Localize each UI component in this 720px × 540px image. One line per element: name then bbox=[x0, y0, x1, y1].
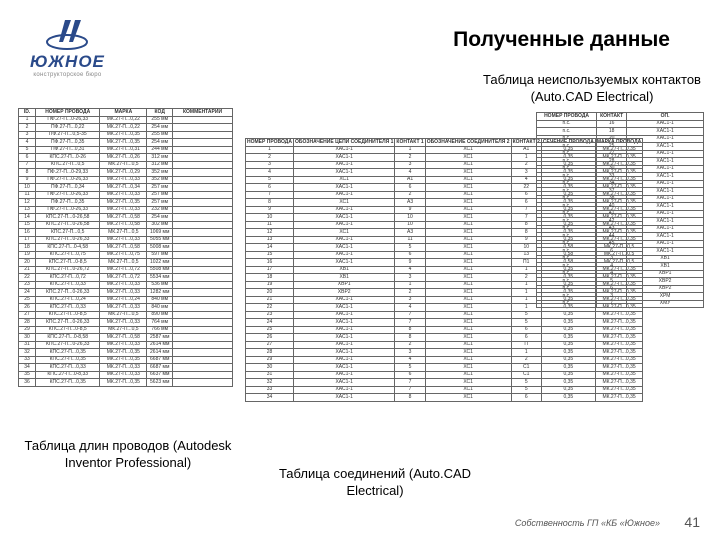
table-row: n.c.25ХАС1-1 bbox=[537, 143, 704, 151]
table-row: n.c.3ХРМ bbox=[537, 293, 704, 301]
table-row: 10ПФ.27-П...0,34МК.27-П...0,34257 мм bbox=[19, 184, 233, 192]
table-row: 15КПС.27-П...0-26,58МК.27-П...0,58302 мм bbox=[19, 221, 233, 229]
table-row: 4ПФ.27-П...0,35МК.27-П...0,35254 мм bbox=[19, 139, 233, 147]
table-row: n.c.42ХАС1-1 bbox=[537, 218, 704, 226]
caption-unused-contacts: Таблица неиспользуемых контактов (Auto.C… bbox=[482, 72, 702, 106]
table-row: n.c.34ХАС1-1 bbox=[537, 180, 704, 188]
table-row: 5ПФ.27-П...0,31МК.27-П...0,31244 мм bbox=[19, 146, 233, 154]
col-header: КОММЕНТАРИИ bbox=[173, 109, 233, 117]
table-row: n.c.44ХАС1-1 bbox=[537, 233, 704, 241]
table-row: 23ХАС1-17ХС150,35МК.27-П...0,35 bbox=[246, 311, 643, 319]
col-header: НОМЕР ПРОВОДА bbox=[537, 113, 597, 121]
table-row: 13ПФ.27-П...0-26,33МК.27-П...0,33232 мм bbox=[19, 206, 233, 214]
table-row: 16КПС.27-П...0,5МК.27-П...0,51069 мм bbox=[19, 229, 233, 237]
table-row: n.c.7ХМУ bbox=[537, 300, 704, 308]
caption-wire-lengths: Таблица длин проводов (Autodesk Inventor… bbox=[18, 438, 238, 472]
table-row: 2ПФ.27-П...0,22МК.27-П...0,22254 мм bbox=[19, 124, 233, 132]
company-logo: ЮЖНОЕ конструкторское бюро bbox=[30, 14, 105, 78]
col-header: КОД bbox=[147, 109, 173, 117]
table-row: 19КПС.27-П...0,75МК.27-П...0,75597 мм bbox=[19, 251, 233, 259]
table-row: 24ХАС1-17ХС150,35МК.27-П...0,35 bbox=[246, 319, 643, 327]
col-header: НОМЕР ПРОВОДА bbox=[36, 109, 100, 117]
table-row: n.c.38ХАС1-1 bbox=[537, 195, 704, 203]
table-row: 18КПС.27-П...0-4,58МК.27-П...0,585008 мм bbox=[19, 244, 233, 252]
caption-connections: Таблица соединений (Auto.CAD Electrical) bbox=[275, 466, 475, 500]
table-row: n.c.33ХАС1-1 bbox=[537, 173, 704, 181]
table-row: 33ХАС1-17ХС150,35МК.27-П...0,35 bbox=[246, 386, 643, 394]
table-row: 34ХАС1-18ХС160,35МК.27-П...0,35 bbox=[246, 394, 643, 402]
table-row: 21КПС.27-П...0-26,72МК.27-П...0,725508 м… bbox=[19, 266, 233, 274]
logo-text: ЮЖНОЕ bbox=[30, 52, 105, 72]
table-row: 12ПФ.27-П...0,35МК.27-П...0,35257 мм bbox=[19, 199, 233, 207]
table-row: n.c.27ХАС1-1 bbox=[537, 150, 704, 158]
table-row: 25КПС.27-П...0,24МК.27-П...0,24840 мм bbox=[19, 296, 233, 304]
table-row: 3ПФ.27-П...0,5-35МК.27-П...0,35255 мм bbox=[19, 131, 233, 139]
table-row: n.c.18ХАС1-1 bbox=[537, 128, 704, 136]
logo-mark bbox=[43, 14, 91, 50]
table-row: n.c.4ХВР1 bbox=[537, 270, 704, 278]
table-row: 33КПС.27-П...0,35МК.27-П...0,356687 мм bbox=[19, 356, 233, 364]
table-row: n.c.16ХАС1-1 bbox=[537, 120, 704, 128]
table-row: 32ХАС1-17ХС150,35МК.27-П...0,35 bbox=[246, 379, 643, 387]
table-row: 22КПС.27-П...0,72МК.27-П...0,725534 мм bbox=[19, 274, 233, 282]
table-row: 28ХАС1-13ХС110,35МК.27-П...0,35 bbox=[246, 349, 643, 357]
table-row: 20КПС.27-П...0-8,5МК.27-П...0,51022 мм bbox=[19, 259, 233, 267]
table-row: n.c.5ХВР2 bbox=[537, 278, 704, 286]
table-row: 8ПФ.27-П...0-29,33МК.27-П...0,29352 мм bbox=[19, 169, 233, 177]
table-row: 25ХАС1-18ХС160,35МК.27-П...0,35 bbox=[246, 326, 643, 334]
table-row: n.c.45ХАС1-1 bbox=[537, 240, 704, 248]
table-row: 9ПФ.27-П...0-26,33МК.27-П...0,33352 мм bbox=[19, 176, 233, 184]
col-header: ОБОЗНАЧЕНИЕ ЦЕПИ СОЕДИНИТЕЛЯ 1 bbox=[293, 139, 394, 147]
table-row: 14КПС.27-П...0-26,58МК.27-П...0,58254 мм bbox=[19, 214, 233, 222]
attribution-text: Собственность ГП «КБ «Южное» bbox=[515, 518, 660, 528]
table-row: n.c.43ХАС1-1 bbox=[537, 225, 704, 233]
col-header: КОНТАКТ 1 bbox=[395, 139, 425, 147]
col-header: ОП. bbox=[627, 113, 704, 121]
table-row: 26ХАС1-18ХС160,35МК.27-П...0,35 bbox=[246, 334, 643, 342]
table-row: 36КПС.27-П...0,35МК.27-П...0,355623 мм bbox=[19, 379, 233, 387]
table-row: 17КПС.27-П...0-26,33МК.27-П...0,335055 м… bbox=[19, 236, 233, 244]
table-row: 7КПС.27-П...0,5МК.27-П...0,5312 мм bbox=[19, 161, 233, 169]
table-row: n.c.41ХАС1-1 bbox=[537, 210, 704, 218]
table-row: 31ХАС1-16ХС1С10,35МК.27-П...0,35 bbox=[246, 371, 643, 379]
table-row: 34КПС.27-П...0,33МК.27-П...0,336687 мм bbox=[19, 364, 233, 372]
table-row: n.c.28ХАС1-1 bbox=[537, 158, 704, 166]
table-row: 1ПФ.27-П...0-26,33МК.27-П...0,22255 мм bbox=[19, 116, 233, 124]
logo-subtext: конструкторское бюро bbox=[33, 72, 101, 78]
col-header: ID. bbox=[19, 109, 36, 117]
table-row: n.c.40ХАС1-1 bbox=[537, 203, 704, 211]
table-row: 27ХАС1-12ХС1П0,35МК.27-П...0,35 bbox=[246, 341, 643, 349]
table-row: n.c.4ХВ1 bbox=[537, 263, 704, 271]
table-row: n.c.37ХАС1-1 bbox=[537, 188, 704, 196]
table-row: 30КПС.27-П...0-8,58МК.27-П...0,582587 мм bbox=[19, 334, 233, 342]
table-row: 32КПС.27-П...0,35МК.27-П...0,352614 мм bbox=[19, 349, 233, 357]
table-row: 28КПС.27-П...0-26,33МК.27-П...0,33764 мм bbox=[19, 319, 233, 327]
table-row: 24КПС.27-П...0-26,33МК.27-П...0,331282 м… bbox=[19, 289, 233, 297]
table-row: 26КПС.27-П...0,33МК.27-П...0,33840 мм bbox=[19, 304, 233, 312]
table-row: 31КПС.27-П...0-26,33МК.27-П...0,332614 м… bbox=[19, 341, 233, 349]
page-number: 41 bbox=[684, 514, 700, 530]
col-header: НОМЕР ПРОВОДА bbox=[246, 139, 294, 147]
page-title: Полученные данные bbox=[453, 28, 670, 52]
unused-contacts-table: НОМЕР ПРОВОДАКОНТАКТОП. n.c.16ХАС1-1n.c.… bbox=[536, 112, 704, 308]
table-row: 11ПФ.27-П...0-26,33МК.27-П...0,33257 мм bbox=[19, 191, 233, 199]
table-row: 6КПС.27-П...0-26МК.27-П...0,26312 мм bbox=[19, 154, 233, 162]
col-header: КОНТАКТ bbox=[597, 113, 627, 121]
table-row: 29КПС.27-П...0-8,5МК.27-П...0,5766 мм bbox=[19, 326, 233, 334]
table-row: 30ХАС1-15ХС1С10,35МК.27-П...0,35 bbox=[246, 364, 643, 372]
col-header: ОБОЗНАЧЕНИЕ СОЕДИНИТЕЛЯ 2 bbox=[425, 139, 511, 147]
table-row: 35КПС.27-П...0-8,33МК.27-П...0,336637 мм bbox=[19, 371, 233, 379]
table-row: n.c.3ХВ1 bbox=[537, 255, 704, 263]
table-row: n.c.6ХВР2 bbox=[537, 285, 704, 293]
table-row: 27КПС.27-П...0-8,5МК.27-П...0,5890 мм bbox=[19, 311, 233, 319]
table-row: 29ХАС1-14ХС120,35МК.27-П...0,35 bbox=[246, 356, 643, 364]
table-row: n.c.6ХАС1-1 bbox=[537, 248, 704, 256]
table-row: 23КПС.27-П...0,33МК.27-П...0,33536 мм bbox=[19, 281, 233, 289]
table-row: n.c.20ХАС1-1 bbox=[537, 135, 704, 143]
table-row: n.c.30ХАС1-1 bbox=[537, 165, 704, 173]
col-header: МАРКА bbox=[100, 109, 147, 117]
wire-lengths-table: ID.НОМЕР ПРОВОДАМАРКАКОДКОММЕНТАРИИ 1ПФ.… bbox=[18, 108, 233, 387]
